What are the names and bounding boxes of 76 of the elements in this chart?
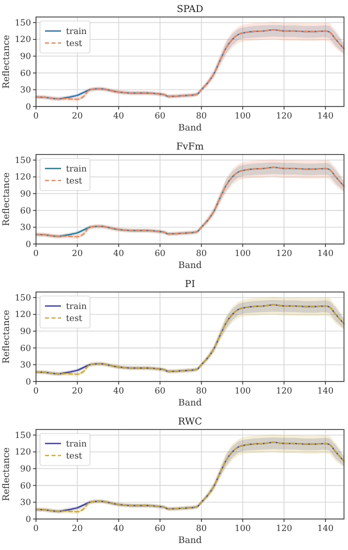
x-tick-label: 60 <box>154 112 166 122</box>
y-tick-label: 0 <box>26 102 31 112</box>
y-tick-label: 30 <box>20 498 31 508</box>
y-tick-label: 30 <box>20 86 31 96</box>
x-tick-label: 0 <box>33 386 39 396</box>
x-tick-label: 140 <box>317 524 334 534</box>
y-tick-label: 90 <box>20 52 31 62</box>
y-tick-label: 0 <box>26 514 31 525</box>
y-tick-label: 30 <box>20 360 31 371</box>
legend-label: test <box>66 176 83 186</box>
x-tick-label: 40 <box>113 386 124 396</box>
y-tick-label: 60 <box>20 68 31 79</box>
y-tick-label: 120 <box>14 35 31 46</box>
x-tick-label: 140 <box>317 386 334 396</box>
y-axis-title: Reflectance <box>2 172 12 226</box>
legend-label: train <box>66 302 88 312</box>
x-tick-label: 100 <box>234 386 251 396</box>
x-tick-label: 80 <box>196 524 207 534</box>
x-tick-label: 120 <box>276 524 292 534</box>
x-tick-label: 0 <box>33 249 39 259</box>
y-tick-label: 120 <box>14 172 31 183</box>
y-tick-label: 150 <box>14 18 31 28</box>
legend-label: train <box>66 164 88 174</box>
y-tick-label: 0 <box>26 240 31 250</box>
x-tick-label: 120 <box>276 112 292 122</box>
y-tick-label: 90 <box>20 326 31 337</box>
y-tick-label: 90 <box>20 189 31 200</box>
legend-label: train <box>66 439 88 450</box>
x-tick-label: 60 <box>154 524 166 534</box>
x-tick-label: 120 <box>276 249 292 259</box>
x-tick-label: 40 <box>113 249 124 259</box>
x-tick-label: 100 <box>234 249 251 259</box>
y-tick-label: 90 <box>20 464 31 474</box>
y-axis-title: Reflectance <box>2 310 12 364</box>
y-tick-label: 60 <box>20 206 31 216</box>
x-axis-title: Band <box>178 536 202 546</box>
y-tick-label: 150 <box>14 156 31 166</box>
x-tick-label: 20 <box>72 524 83 534</box>
legend-label: test <box>66 314 83 324</box>
x-tick-label: 140 <box>317 249 334 259</box>
y-tick-label: 150 <box>14 293 31 304</box>
x-tick-label: 60 <box>154 249 166 259</box>
y-tick-label: 60 <box>20 344 31 354</box>
x-tick-label: 100 <box>234 112 251 122</box>
y-tick-label: 0 <box>26 377 31 388</box>
y-tick-label: 120 <box>14 448 31 458</box>
x-tick-label: 40 <box>113 112 124 122</box>
legend-label: test <box>66 38 83 49</box>
x-tick-label: 20 <box>72 249 83 259</box>
x-tick-label: 120 <box>276 386 292 396</box>
x-tick-label: 20 <box>72 112 83 122</box>
chart-title: PI <box>184 279 196 290</box>
x-axis-title: Band <box>178 398 202 408</box>
x-tick-label: 80 <box>196 249 207 259</box>
chart-title: SPAD <box>176 4 204 15</box>
x-tick-label: 20 <box>72 386 83 396</box>
x-tick-label: 80 <box>196 112 207 122</box>
y-tick-label: 120 <box>14 310 31 320</box>
y-tick-label: 30 <box>20 223 31 234</box>
x-tick-label: 100 <box>234 524 251 534</box>
chart-title: RWC <box>178 416 202 428</box>
x-axis-title: Band <box>178 261 202 271</box>
x-tick-label: 0 <box>33 524 39 534</box>
legend-label: train <box>66 26 88 37</box>
x-tick-label: 0 <box>33 112 39 122</box>
y-tick-label: 60 <box>20 481 31 492</box>
x-tick-label: 80 <box>196 386 207 396</box>
y-axis-title: Reflectance <box>2 34 12 89</box>
x-axis-title: Band <box>178 124 202 134</box>
x-tick-label: 140 <box>317 112 334 122</box>
legend-label: test <box>66 451 83 462</box>
y-axis-title: Reflectance <box>2 447 12 502</box>
x-tick-label: 60 <box>154 386 166 396</box>
x-tick-label: 40 <box>113 524 124 534</box>
y-tick-label: 150 <box>14 430 31 441</box>
chart-title: FvFm <box>176 142 204 152</box>
